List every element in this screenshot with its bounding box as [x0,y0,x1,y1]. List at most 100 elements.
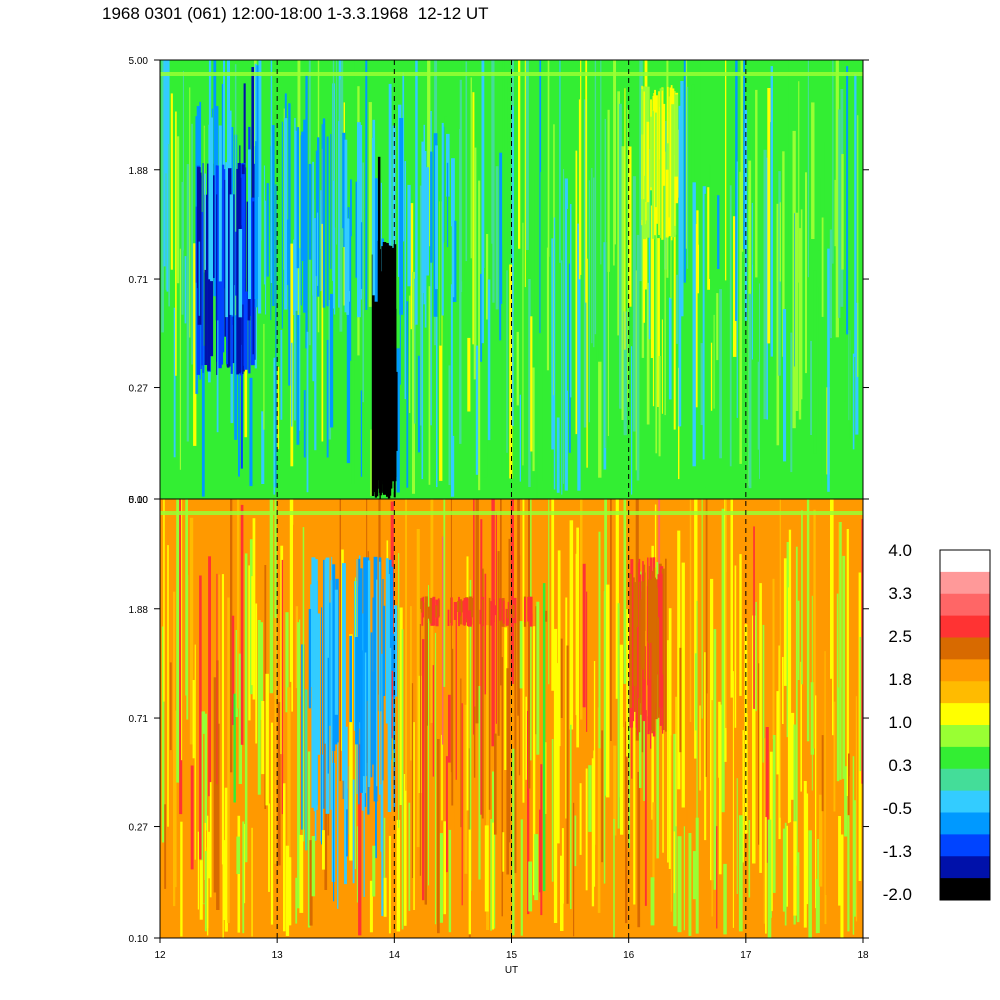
spectrogram-streak [644,710,647,906]
spectrogram-streak [472,92,475,345]
spectrogram-streak [817,839,820,933]
spectrogram-streak [526,60,529,250]
spectrogram-streak [473,499,475,735]
spectrogram-feature [452,220,457,302]
spectrogram-streak [833,701,836,812]
spectrogram-streak [588,765,592,832]
spectrogram-streak [495,512,497,724]
spectrogram-feature [258,197,262,314]
spectrogram-streak [753,526,755,709]
spectrogram-streak [460,678,462,828]
spectrogram-streak [405,499,407,791]
spectrogram-feature [308,609,311,709]
spectrogram-streak [580,499,583,720]
spectrogram-streak [636,234,640,481]
spectrogram-feature [528,861,533,912]
spectrogram-streak [296,275,300,445]
spectrogram-streak [486,234,489,320]
spectrogram-streak [263,323,265,430]
spectrogram-streak [610,499,612,741]
spectrogram-feature [506,609,509,619]
spectrogram-streak [740,60,744,252]
spectrogram-streak [818,794,823,887]
spectrogram-streak [779,202,781,282]
spectrogram-streak [193,243,197,446]
spectrogram-streak [536,296,538,498]
spectrogram-streak [455,617,457,780]
spectrogram-streak [652,802,655,881]
spectrogram-feature [649,557,653,731]
spectrogram-feature [652,122,654,220]
spectrogram-feature [300,135,302,306]
spectrogram-feature [316,212,319,286]
spectrogram-feature [453,602,458,620]
spectrogram-feature [784,822,787,926]
spectrogram-feature [385,558,389,724]
spectrogram-streak [261,411,265,484]
spectrogram-feature [468,829,471,935]
colorbar-segment [940,856,990,879]
x-tick-label: 16 [623,950,635,961]
spectrogram-feature [379,561,381,795]
spectrogram-feature [439,833,443,923]
spectrogram-streak [297,622,300,909]
spectrogram-streak [464,704,468,874]
spectrogram-streak [713,314,715,409]
spectrogram-feature [657,617,660,718]
spectrogram-streak [835,60,839,338]
spectrogram-streak [216,660,220,910]
spectrogram-streak [594,60,597,335]
spectrogram-feature [252,201,254,355]
spectrogram-streak [179,248,181,470]
spectrogram-streak [776,203,780,446]
spectrogram-streak [806,499,810,742]
colorbar-segment [940,593,990,617]
spectrogram-streak [484,573,487,695]
spectrogram-streak [717,195,720,269]
spectrogram-streak [792,130,796,429]
spectrogram-feature [342,563,346,781]
spectrogram-streak [451,648,454,806]
spectrogram-streak [585,60,588,303]
spectrogram-streak [350,179,352,361]
spectrogram-feature [204,173,206,270]
spectrogram-feature [502,832,505,872]
spectrogram-feature [294,130,298,311]
spectrogram-feature [227,168,232,312]
spectrogram-streak [465,61,468,262]
spectrogram-streak [816,286,819,422]
spectrogram-feature [500,598,505,627]
y-tick-label: 0.71 [129,714,149,725]
spectrogram-streak [752,136,756,265]
spectrogram-streak [811,595,813,791]
spectrogram-streak [540,764,543,916]
spectrogram-feature [248,149,251,299]
spectrogram-streak [767,88,771,344]
spectrogram-streak [547,60,550,257]
colorbar-segment [940,637,990,660]
spectrogram-streak [817,177,821,251]
spectrogram-feature [650,877,655,926]
spectrogram-streak [275,184,277,488]
spectrogram-feature [808,830,812,938]
spectrogram-feature [222,169,227,289]
spectrogram-streak [734,565,737,728]
spectrogram-streak [755,601,757,712]
spectrogram-feature [255,141,258,308]
spectrogram-feature [446,162,449,248]
spectrogram-feature [358,125,363,300]
spectrogram-streak [176,136,180,284]
spectrogram-streak [778,171,781,376]
spectrogram-streak [732,671,734,928]
spectrogram-feature [216,194,218,375]
spectrogram-streak [652,168,655,407]
spectrogram-streak [510,499,514,684]
spectrogram-feature [651,577,654,732]
spectrogram-streak [540,172,543,482]
spectrogram-streak [600,60,602,265]
spectrogram-streak [475,345,479,475]
colorbar-label: 2.5 [888,627,912,646]
spectrogram-feature [310,584,313,688]
spectrogram-streak [174,710,177,888]
spectrogram-feature [677,836,682,933]
